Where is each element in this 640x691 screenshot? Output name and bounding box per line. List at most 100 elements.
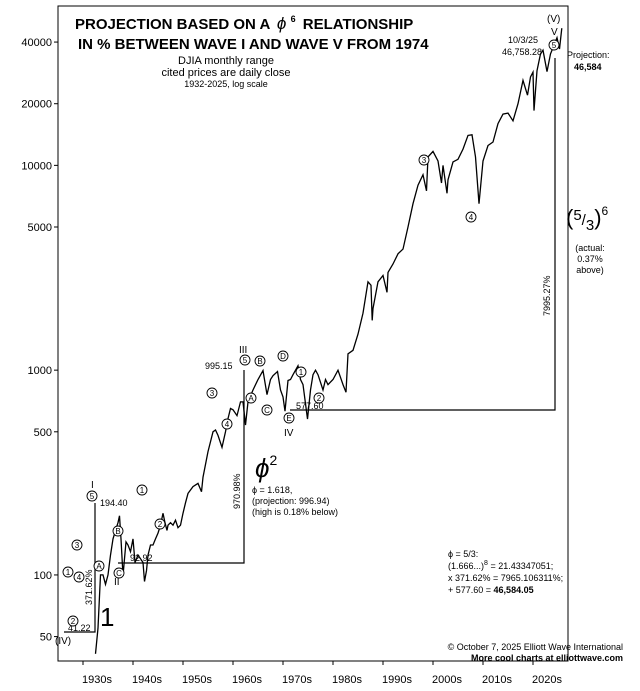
bracket-wave-1 — [64, 503, 96, 633]
marker-label: A — [96, 562, 102, 571]
circled-wave-markers: 2 1 3 4 5 A B C 1 2 3 4 5 A B C D 1 E 2 3 4 5 — [62, 39, 560, 627]
calc-line4: + 577.60 = 46,584.05 — [448, 585, 534, 595]
measurement-brackets — [64, 58, 556, 633]
marker-circle — [295, 366, 307, 378]
marker-circle — [62, 566, 74, 578]
marker-circle — [93, 560, 105, 572]
marker-circle — [136, 484, 148, 496]
marker-label: 4 — [225, 420, 230, 429]
y-tick-label: 1000 — [28, 365, 52, 377]
phi-line1: ϕ = 1.618, — [252, 485, 292, 495]
marker-circle — [71, 539, 83, 551]
marker-label: C — [116, 569, 122, 578]
wave-marker-3: 3 — [71, 539, 83, 551]
x-tick-label: 1950s — [182, 674, 212, 686]
x-axis: 1930s 1940s 1950s 1960s 1970s 1980s 1990s 2000s… — [82, 661, 562, 686]
marker-circle — [67, 615, 79, 627]
marker-circle — [283, 412, 295, 424]
wave-IV-big-value: 41.22 — [68, 623, 91, 633]
marker-circle — [113, 567, 125, 579]
phi-squared: ϕ2 — [255, 452, 277, 483]
wave-I-value: 194.40 — [100, 498, 128, 508]
marker-label: 2 — [158, 520, 163, 529]
x-tick-label: 1990s — [382, 674, 412, 686]
x-tick-label: 1940s — [132, 674, 162, 686]
y-tick-label: 10000 — [21, 160, 52, 172]
wave-marker-e: E — [283, 412, 295, 424]
wave-IV-value: 577.60 — [296, 401, 324, 411]
title-exp: 6 — [291, 14, 296, 24]
wave-IV-big-label: (IV) — [55, 636, 71, 647]
marker-circle — [112, 525, 124, 537]
pct-wave1: 371.62% — [84, 569, 94, 605]
wave-marker-1: 1 — [136, 484, 148, 496]
marker-circle — [221, 418, 233, 430]
chart-subtitle-3: 1932-2025, log scale — [184, 79, 268, 89]
marker-label: B — [257, 357, 262, 366]
wave-V-value: 46,758.28 — [502, 47, 542, 57]
y-tick-label: 500 — [34, 427, 52, 439]
marker-circle — [239, 354, 251, 366]
chart-subtitle-1: DJIA monthly range — [178, 55, 274, 67]
actual-note-2: 0.37% — [577, 254, 603, 264]
x-tick-label: 1980s — [332, 674, 362, 686]
marker-label: 3 — [210, 389, 215, 398]
wave-I-label: I — [91, 480, 94, 491]
wave-marker-d: D — [277, 350, 289, 362]
y-tick-label: 50 — [40, 632, 52, 644]
pct-wave3: 970.98% — [232, 473, 242, 509]
djia-price-line — [94, 28, 563, 654]
wave-V-mark: V — [551, 27, 558, 38]
marker-label: 3 — [422, 156, 427, 165]
calc-line3: x 371.62% = 7965.106311%; — [448, 573, 563, 583]
marker-label: 5 — [243, 356, 248, 365]
wave-labels: (V) 10/3/25 46,758.28 V Projection: 46,5… — [55, 14, 623, 663]
fraction-five-thirds: (5/3)6 — [566, 204, 609, 234]
wave-marker-1: 1 — [62, 566, 74, 578]
marker-circle — [206, 387, 218, 399]
marker-label: C — [264, 406, 270, 415]
wave-III-label: III — [239, 345, 247, 356]
bracket-wave-5 — [290, 58, 556, 411]
marker-label: 4 — [469, 213, 474, 222]
chart-title-line2: IN % BETWEEN WAVE I AND WAVE V FROM 1974 — [78, 36, 429, 53]
wave-III-value: 995.15 — [205, 361, 233, 371]
wave-marker-c: C — [113, 567, 125, 579]
x-tick-label: 2010s — [482, 674, 512, 686]
marker-label: 1 — [66, 568, 71, 577]
marker-label: 5 — [552, 41, 557, 50]
marker-label: 1 — [140, 486, 145, 495]
calc-line2: (1.666...)8 = 21.43347051; — [448, 560, 553, 571]
more-charts-text: More cool charts at elliottwave.com — [471, 653, 623, 663]
marker-label: 2 — [71, 617, 76, 626]
wave-marker-4: 4 — [73, 571, 85, 583]
projection-value: 46,584 — [574, 62, 602, 72]
wave-marker-5: 5 — [86, 490, 98, 502]
marker-circle — [154, 518, 166, 530]
wave-marker-4: 4 — [221, 418, 233, 430]
calc-line1: ϕ = 5/3: — [448, 549, 478, 559]
actual-note-3: above) — [576, 265, 604, 275]
chart-subtitle-2: cited prices are daily close — [161, 67, 290, 79]
plot-frame — [57, 5, 569, 662]
wave-II-value: 92.92 — [130, 553, 153, 563]
x-tick-label: 1960s — [232, 674, 262, 686]
wave-V-date: 10/3/25 — [508, 35, 538, 45]
wave-marker-c: C — [261, 404, 273, 416]
wave-marker-3: 3 — [206, 387, 218, 399]
pct-wave5: 7995.27% — [542, 275, 552, 316]
wave-marker-a: A — [245, 392, 257, 404]
title-phi: ϕ — [277, 14, 286, 33]
wave-marker-2: 2 — [313, 392, 325, 404]
marker-label: 4 — [77, 573, 82, 582]
wave-marker-2: 2 — [154, 518, 166, 530]
wave-V-label: (V) — [547, 14, 560, 25]
y-tick-label: 100 — [34, 570, 52, 582]
marker-circle — [245, 392, 257, 404]
marker-circle — [313, 392, 325, 404]
wave-marker-3: 3 — [418, 154, 430, 166]
marker-circle — [418, 154, 430, 166]
marker-label: 5 — [90, 492, 95, 501]
marker-label: D — [280, 352, 286, 361]
